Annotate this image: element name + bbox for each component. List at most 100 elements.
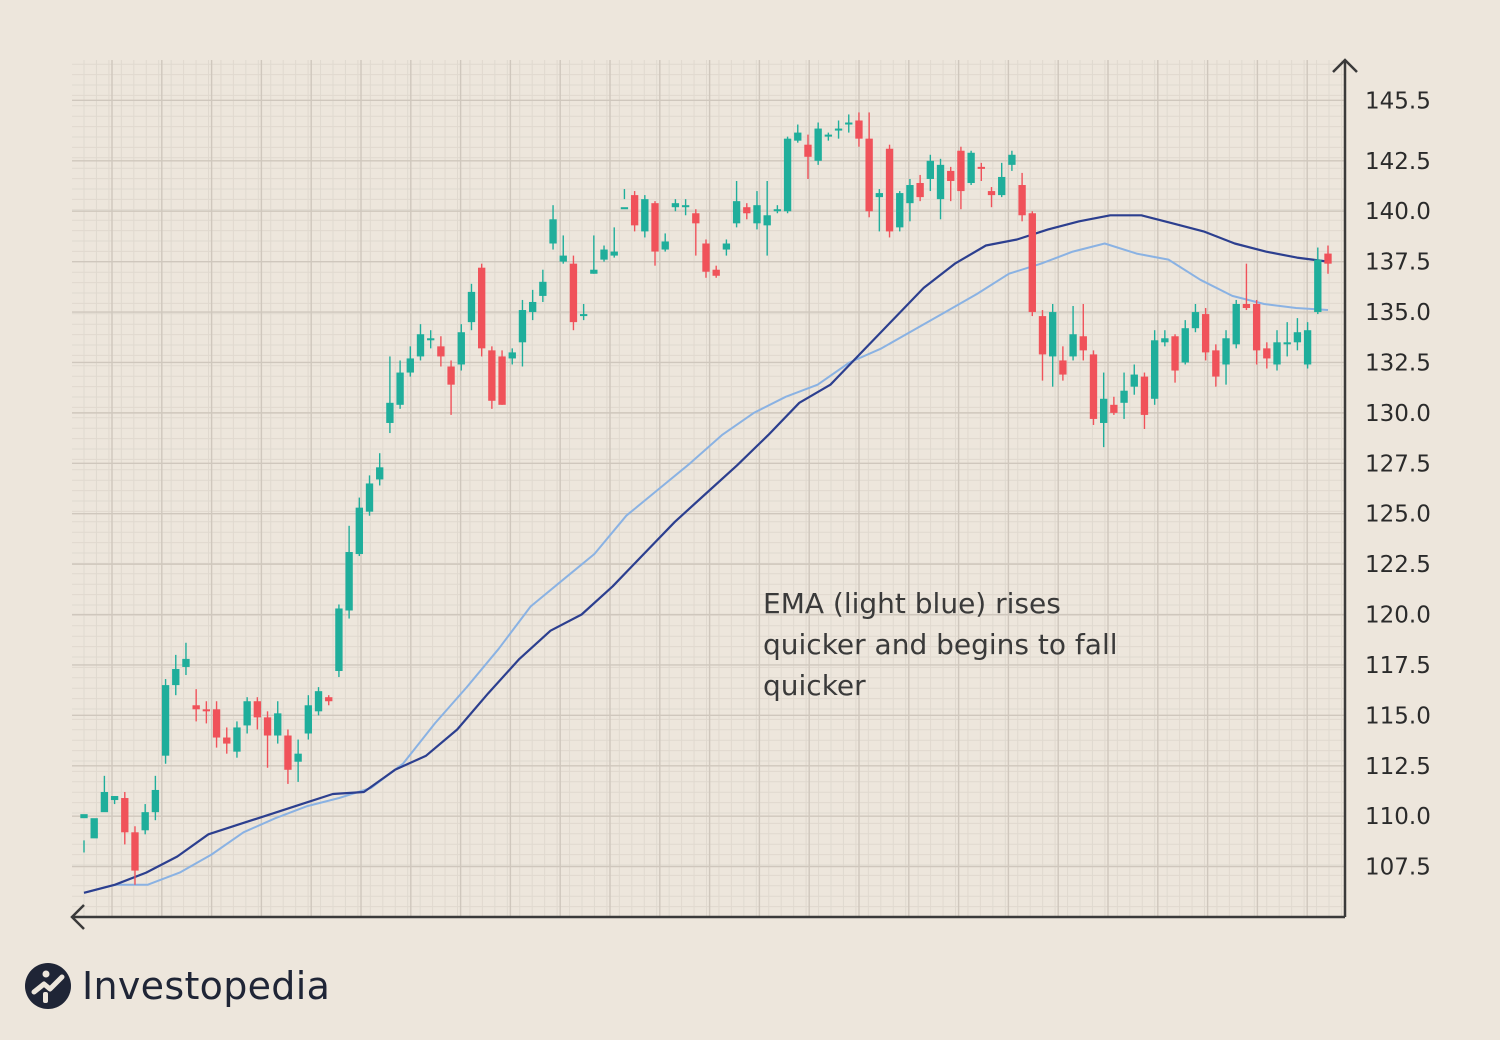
candle-up [936,158,945,220]
candle-body [651,203,659,252]
candle-up [1150,330,1159,405]
candle-body [753,205,761,224]
candle-down [916,174,924,202]
candle-up [355,497,363,557]
candle-up [1232,299,1240,349]
candle-body [814,128,822,161]
candle-up [1273,330,1281,371]
candle-up [559,235,567,264]
candle-down [885,144,894,238]
candle-body [518,310,527,343]
candle-down [223,727,231,754]
candle-body [294,753,302,762]
candle-up [304,695,312,740]
candle-body [1181,328,1189,363]
candle-up [467,283,476,331]
candle-up [386,356,394,434]
candle-body [549,219,557,244]
candle-down [1110,396,1118,415]
candle-down [1089,350,1098,425]
y-tick-label: 132.5 [1365,350,1431,376]
candle-body [600,249,608,260]
candle-body [498,356,506,405]
candle-down [1324,245,1332,274]
candle-body [1222,338,1230,365]
candle-body [692,213,700,224]
candle-down [865,112,873,218]
candle-up [274,701,282,744]
candle-down [1212,344,1220,387]
candle-body [875,193,884,198]
candle-body [1324,253,1332,264]
candle-up [794,124,802,143]
candle-down [569,255,578,331]
candle-down [202,701,211,724]
candle-body [732,201,741,224]
y-axis-arrow [1332,58,1358,73]
y-tick-label: 117.5 [1365,653,1431,679]
candle-body [447,366,455,385]
candle-up [681,199,690,216]
candle-body [406,358,414,373]
candle-down [957,146,965,210]
candle-body [539,281,547,296]
candle-down [1201,308,1210,361]
y-tick-label: 120.0 [1365,603,1431,629]
candle-up [416,324,425,361]
candle-up [141,804,149,835]
candle-body [1079,336,1087,351]
candle-down [1171,334,1179,383]
candle-body [90,818,98,839]
candle-body [1232,303,1240,345]
candle-body [325,697,333,702]
candle-body [569,263,578,323]
candle-body [773,209,782,212]
candle-body [110,796,119,801]
candle-up [926,154,934,192]
candle-body [478,267,486,349]
brand-logo: Investopedia [24,962,330,1010]
candle-body [1089,354,1098,419]
y-tick-label: 122.5 [1365,552,1431,578]
candle-down [977,162,985,181]
candle-body [376,467,384,480]
candle-down [630,191,639,232]
candle-body [1038,316,1047,355]
candle-down [498,350,506,405]
candle-body [671,203,680,208]
candle-body [1008,154,1016,165]
candle-body [936,164,945,200]
candle-up [579,303,588,321]
brand-name: Investopedia [82,964,331,1008]
candle-body [151,789,160,813]
candle-body [1242,303,1251,309]
moving-average-line [83,214,1329,894]
candle-body [1110,404,1118,413]
candle-body [437,346,445,357]
candle-up [406,346,414,377]
candle-body [804,144,812,157]
candle-up [396,360,404,409]
candle-up [600,245,608,262]
candle-down [1252,299,1261,365]
candle-body [712,269,720,276]
candle-up [967,150,975,186]
y-tick-label: 135.0 [1365,300,1431,326]
candle-down [702,239,710,278]
candle-up [1293,318,1302,351]
candle-up [182,642,190,676]
candle-body [1273,342,1281,365]
candle-up [661,233,669,252]
candle-body [121,798,129,833]
candle-body [314,691,323,712]
candle-up [457,324,465,371]
candle-down [488,346,496,409]
candle-body [1028,213,1036,313]
candle-up [110,796,119,805]
candle-down [284,729,292,784]
candle-down [212,701,221,748]
annotation-line-1: EMA (light blue) rises [763,587,1061,620]
candle-up [1130,364,1138,395]
candle-up [1100,372,1108,448]
candle-body [1161,338,1169,343]
